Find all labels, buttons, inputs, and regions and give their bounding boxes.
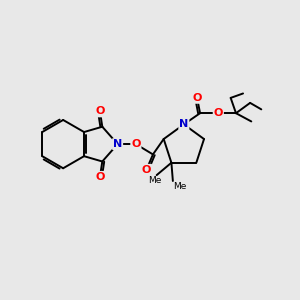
Text: N: N — [113, 139, 122, 149]
Text: O: O — [95, 172, 105, 182]
Text: O: O — [192, 93, 202, 103]
Text: O: O — [214, 108, 223, 118]
Text: O: O — [142, 165, 151, 175]
Text: O: O — [95, 106, 105, 116]
Text: O: O — [131, 139, 141, 149]
Text: Me: Me — [173, 182, 187, 191]
Text: N: N — [179, 119, 188, 129]
Text: Me: Me — [148, 176, 161, 185]
